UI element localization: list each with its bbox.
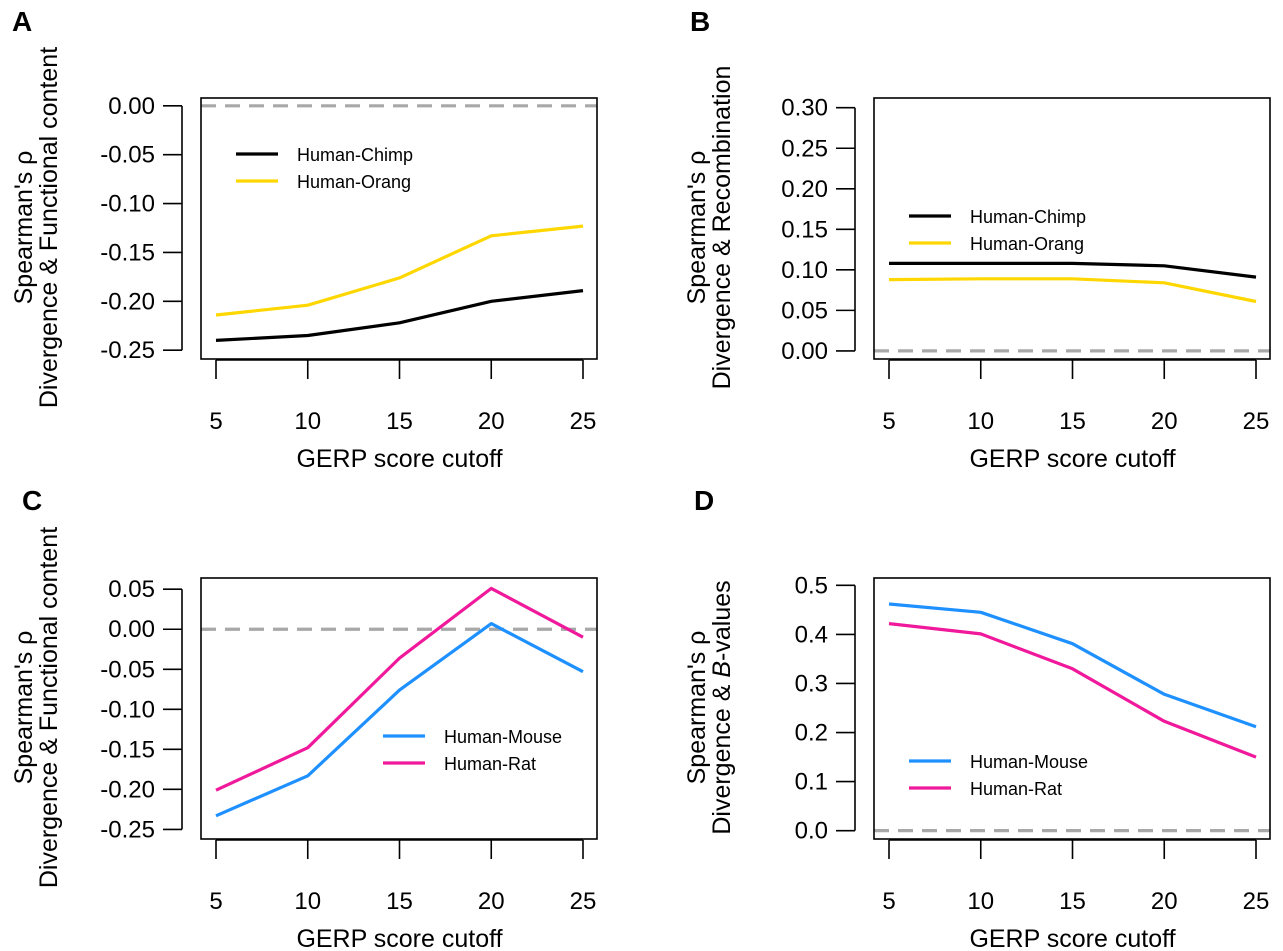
series-line-human-mouse [888, 602, 1257, 729]
y-tick-label: 0.4 [795, 621, 828, 648]
y-tick-label: -0.05 [100, 656, 155, 683]
legend-label: Human-Chimp [297, 145, 413, 165]
panel-letter: B [690, 6, 710, 37]
y-axis-title-line-2: Divergence & B-values [708, 580, 736, 834]
legend-label: Human-Mouse [970, 752, 1088, 772]
legend-label: Human-Orang [970, 234, 1084, 254]
y-tick-label: 0.00 [781, 338, 828, 365]
y-tick-label: 0.15 [781, 216, 828, 243]
series-line-human-orang [215, 224, 584, 317]
y-tick-label: 0.5 [795, 572, 828, 599]
panel-d: D 5 10 15 20 25 GERP score cutoff 0.5 0.4 0.3 0.2 0… [683, 485, 1271, 951]
plot-frame [200, 97, 598, 360]
series-line-human-orang [888, 277, 1257, 304]
y-tick-label: -0.25 [100, 337, 155, 364]
y-tick-label: 0.2 [795, 720, 828, 747]
x-axis-title: GERP score cutoff [296, 925, 502, 951]
x-tick-label: 5 [209, 888, 222, 915]
x-tick-label: 15 [1059, 888, 1086, 915]
y-axis-title-line-2: Divergence & Functional content [35, 527, 63, 888]
plot-frame [873, 97, 1271, 360]
series-line-human-chimp [215, 289, 584, 342]
series-line-human-rat [888, 622, 1257, 759]
x-tick-label: 20 [1151, 888, 1178, 915]
legend-label: Human-Chimp [970, 207, 1086, 227]
x-tick-label: 5 [882, 408, 895, 435]
x-tick-label: 25 [1243, 408, 1270, 435]
panel-a: A 5 10 15 20 25 GERP score cutoff 0.00 -0.05 -0.1… [10, 6, 598, 473]
y-tick-label: -0.15 [100, 736, 155, 763]
legend-label: Human-Orang [297, 172, 411, 192]
y-tick-label: -0.15 [100, 239, 155, 266]
legend-label: Human-Rat [444, 754, 536, 774]
x-axis-title: GERP score cutoff [969, 925, 1175, 951]
panel-c: C 5 10 15 20 25 GERP score cutoff 0.05 0.00 -0.05… [10, 485, 598, 951]
y-tick-label: -0.25 [100, 816, 155, 843]
x-tick-label: 25 [570, 888, 597, 915]
plot-frame [873, 577, 1271, 840]
x-tick-label: 20 [478, 888, 505, 915]
y-tick-label: 0.10 [781, 257, 828, 284]
x-tick-label: 10 [967, 408, 994, 435]
x-tick-label: 20 [478, 408, 505, 435]
y-axis-title-line-2: Divergence & Recombination [708, 66, 736, 390]
x-tick-label: 10 [294, 888, 321, 915]
x-axis-title: GERP score cutoff [969, 445, 1175, 473]
x-tick-label: 15 [1059, 408, 1086, 435]
y-axis-title-line-1: Spearman's ρ [683, 631, 711, 785]
x-tick-label: 25 [1243, 888, 1270, 915]
legend-label: Human-Rat [970, 779, 1062, 799]
x-tick-label: 20 [1151, 408, 1178, 435]
legend: Human-Mouse Human-Rat [383, 727, 562, 774]
y-axis-title-line-2: Divergence & Functional content [35, 47, 63, 408]
y-tick-label: -0.10 [100, 696, 155, 723]
y-tick-label: -0.20 [100, 288, 155, 315]
legend-label: Human-Mouse [444, 727, 562, 747]
y-tick-label: 0.25 [781, 135, 828, 162]
y-tick-label: 0.00 [108, 616, 155, 643]
x-tick-label: 10 [294, 408, 321, 435]
y-axis-title-line-1: Spearman's ρ [10, 631, 38, 785]
y-axis-title-line-1: Spearman's ρ [683, 151, 711, 305]
plot-frame [200, 577, 598, 840]
y-axis-title-line-1: Spearman's ρ [10, 151, 38, 305]
x-tick-label: 10 [967, 888, 994, 915]
y-tick-label: 0.1 [795, 769, 828, 796]
panel-letter: A [12, 6, 32, 37]
y-tick-label: 0.3 [795, 670, 828, 697]
x-tick-label: 5 [882, 888, 895, 915]
y-tick-label: 0.0 [795, 818, 828, 845]
series-line-human-chimp [889, 261, 1257, 279]
y-tick-label: -0.10 [100, 191, 155, 218]
x-axis-title: GERP score cutoff [296, 445, 502, 473]
series-line-human-mouse [215, 621, 584, 818]
series-line-human-rat [215, 586, 584, 792]
legend: Human-Chimp Human-Orang [236, 145, 413, 192]
y-tick-label: -0.05 [100, 142, 155, 169]
legend: Human-Mouse Human-Rat [909, 752, 1088, 799]
x-tick-label: 15 [386, 888, 413, 915]
y-tick-label: 0.00 [108, 93, 155, 120]
panel-letter: D [694, 485, 714, 516]
y-tick-label: 0.20 [781, 176, 828, 203]
legend: Human-Chimp Human-Orang [909, 207, 1086, 254]
y-tick-label: 0.05 [781, 297, 828, 324]
x-tick-label: 15 [386, 408, 413, 435]
y-tick-label: 0.30 [781, 95, 828, 122]
x-tick-label: 5 [209, 408, 222, 435]
y-tick-label: -0.20 [100, 776, 155, 803]
x-tick-label: 25 [570, 408, 597, 435]
panel-b: B 5 10 15 20 25 GERP score cutoff 0.30 0.25 0.20 0… [683, 6, 1271, 473]
panel-letter: C [22, 485, 42, 516]
y-tick-label: 0.05 [108, 576, 155, 603]
